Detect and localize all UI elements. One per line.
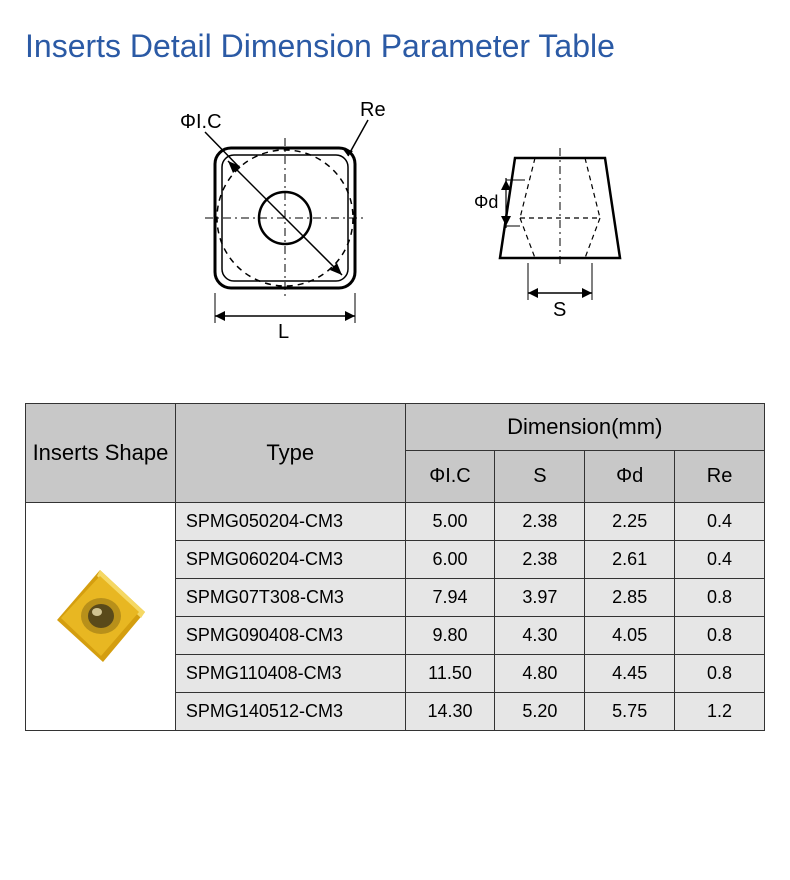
col-shape: Inserts Shape [26, 404, 176, 503]
l-label: L [278, 321, 289, 343]
re-cell: 0.8 [675, 655, 765, 693]
s-cell: 3.97 [495, 579, 585, 617]
ic-cell: 7.94 [405, 579, 495, 617]
d-cell: 5.75 [585, 693, 675, 731]
re-cell: 0.8 [675, 579, 765, 617]
re-cell: 0.4 [675, 541, 765, 579]
type-cell: SPMG090408-CM3 [175, 617, 405, 655]
ic-cell: 5.00 [405, 503, 495, 541]
col-ic: ΦI.C [405, 451, 495, 503]
dimension-table: Inserts Shape Type Dimension(mm) ΦI.C S … [25, 403, 765, 731]
type-cell: SPMG07T308-CM3 [175, 579, 405, 617]
s-cell: 4.30 [495, 617, 585, 655]
type-cell: SPMG050204-CM3 [175, 503, 405, 541]
re-cell: 0.4 [675, 503, 765, 541]
ic-cell: 9.80 [405, 617, 495, 655]
col-s: S [495, 451, 585, 503]
ic-cell: 14.30 [405, 693, 495, 731]
d-cell: 4.05 [585, 617, 675, 655]
insert-shape-cell [26, 503, 176, 731]
col-dimension: Dimension(mm) [405, 404, 764, 451]
dimension-diagram: ΦI.C Re L [25, 83, 765, 373]
type-cell: SPMG110408-CM3 [175, 655, 405, 693]
d-cell: 2.25 [585, 503, 675, 541]
table-row: SPMG050204-CM35.002.382.250.4 [26, 503, 765, 541]
d-cell: 4.45 [585, 655, 675, 693]
re-label: Re [360, 99, 386, 121]
s-cell: 5.20 [495, 693, 585, 731]
d-label: Φd [474, 192, 498, 212]
d-cell: 2.61 [585, 541, 675, 579]
s-cell: 4.80 [495, 655, 585, 693]
ic-label: ΦI.C [180, 111, 222, 133]
s-cell: 2.38 [495, 503, 585, 541]
insert-shape-icon [32, 562, 169, 672]
col-re: Re [675, 451, 765, 503]
re-cell: 1.2 [675, 693, 765, 731]
ic-cell: 6.00 [405, 541, 495, 579]
re-cell: 0.8 [675, 617, 765, 655]
s-label: S [553, 299, 566, 321]
ic-cell: 11.50 [405, 655, 495, 693]
top-view-diagram: ΦI.C Re L [150, 98, 410, 358]
col-d: Φd [585, 451, 675, 503]
d-cell: 2.85 [585, 579, 675, 617]
type-cell: SPMG060204-CM3 [175, 541, 405, 579]
page-title: Inserts Detail Dimension Parameter Table [25, 28, 765, 65]
type-cell: SPMG140512-CM3 [175, 693, 405, 731]
col-type: Type [175, 404, 405, 503]
side-view-diagram: Φd S [470, 108, 640, 348]
s-cell: 2.38 [495, 541, 585, 579]
